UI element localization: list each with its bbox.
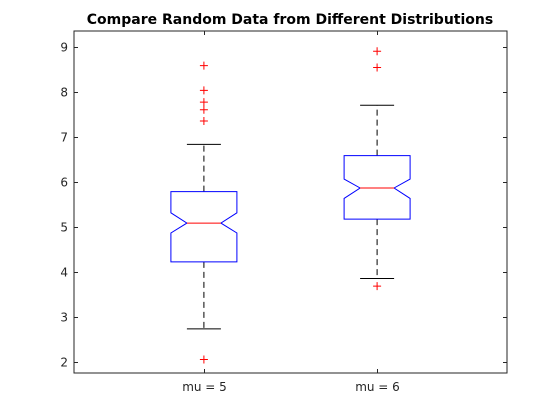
y-tick-label: 4 xyxy=(60,266,68,280)
outlier-marker xyxy=(199,117,208,125)
outlier-marker xyxy=(199,61,208,70)
outlier-marker xyxy=(373,47,382,56)
y-tick-label: 8 xyxy=(60,86,68,100)
outlier-marker xyxy=(199,86,208,95)
chart-title: Compare Random Data from Different Distr… xyxy=(87,12,493,28)
y-tick-label: 7 xyxy=(60,131,68,145)
y-tick-label: 3 xyxy=(60,311,68,325)
outlier-marker xyxy=(199,355,208,364)
y-tick-label: 6 xyxy=(60,176,68,190)
outlier-marker xyxy=(373,63,382,72)
y-tick-label: 5 xyxy=(60,221,68,235)
outlier-marker xyxy=(373,282,382,291)
notched-box xyxy=(343,155,411,220)
x-tick-label: mu = 6 xyxy=(355,380,400,394)
x-tick-label: mu = 5 xyxy=(182,380,227,394)
outlier-marker xyxy=(199,105,208,114)
notched-box xyxy=(170,191,238,263)
outlier-marker xyxy=(199,98,208,107)
axes-frame xyxy=(73,30,508,374)
plot-area: 2 3 4 5 6 7 8 9 mu = 5 mu = 6 xyxy=(60,30,508,394)
y-tick-label: 9 xyxy=(60,41,68,55)
y-tick-label: 2 xyxy=(60,356,68,370)
